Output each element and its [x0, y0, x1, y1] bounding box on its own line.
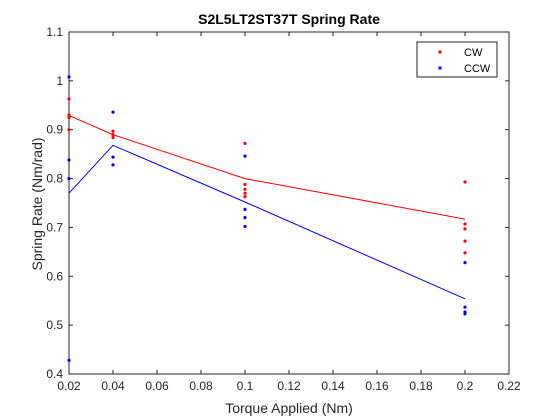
legend-marker-cw [438, 50, 442, 54]
data-point-ccw [67, 176, 71, 181]
y-tick-label: 0.8 [46, 172, 63, 186]
data-point-cw [111, 135, 115, 140]
series-line-ccw [68, 144, 466, 300]
data-point-cw [243, 187, 247, 191]
x-tick-label: 0.12 [277, 379, 301, 393]
legend-box [416, 41, 498, 78]
data-point-ccw [463, 261, 467, 265]
x-tick-label: 0.04 [101, 379, 125, 393]
data-point-ccw [243, 224, 247, 229]
x-tick-label: 0.1 [237, 379, 254, 393]
x-axis-label: Torque Applied (Nm) [225, 400, 353, 416]
y-tick-label: 0.7 [46, 220, 63, 234]
data-point-cw [463, 251, 467, 255]
data-point-cw [243, 195, 247, 199]
data-point-cw [243, 182, 247, 187]
data-point-cw [463, 222, 467, 226]
plot-frame [68, 31, 510, 375]
data-point-ccw [243, 207, 247, 211]
data-point-ccw [67, 158, 71, 162]
data-point-cw [67, 128, 71, 132]
series-layer [67, 75, 467, 362]
data-point-ccw [67, 358, 71, 362]
x-tick-label: 0.08 [189, 379, 213, 393]
data-point-ccw [463, 312, 467, 316]
data-point-cw [463, 227, 467, 231]
data-point-ccw [67, 75, 71, 79]
x-tick-label: 0.2 [457, 379, 474, 393]
legend-label-ccw: CCW [464, 63, 491, 75]
data-point-cw [67, 113, 71, 117]
data-point-ccw [243, 154, 247, 158]
series-line-cw [68, 115, 466, 220]
axis-ticks: 0.02 0.04 0.06 0.08 0.1 0.12 0.14 0.16 0.18 0.2 0.… [46, 25, 521, 393]
data-point-ccw [111, 155, 115, 159]
y-tick-label: 1.1 [46, 25, 63, 39]
legend-marker-ccw [438, 66, 442, 70]
y-tick-label: 1 [56, 74, 63, 88]
x-tick-label: 0.06 [145, 379, 169, 393]
x-tick-label: 0.18 [409, 379, 433, 393]
data-point-cw [67, 115, 71, 120]
data-point-cw [111, 133, 115, 137]
plot-area [68, 31, 510, 375]
x-tick-label: 0.02 [57, 379, 81, 393]
x-tick-label: 0.16 [365, 379, 389, 393]
x-tick-label: 0.14 [321, 379, 345, 393]
data-point-ccw [243, 216, 247, 220]
data-point-cw [243, 191, 247, 195]
y-tick-label: 0.4 [46, 367, 63, 381]
chart-title: S2L5LT2ST37T Spring Rate [198, 11, 380, 27]
data-point-cw [463, 180, 467, 184]
data-point-ccw [111, 163, 115, 167]
legend: CW CCW [416, 41, 498, 78]
data-point-cw [67, 97, 71, 101]
y-axis-label: Spring Rate (Nm/rad) [29, 137, 45, 270]
y-tick-label: 0.5 [46, 318, 63, 332]
data-point-cw [243, 141, 247, 145]
data-point-ccw [111, 110, 115, 114]
y-tick-label: 0.6 [46, 269, 63, 283]
x-tick-label: 0.22 [497, 379, 521, 393]
data-point-cw [463, 239, 467, 243]
legend-label-cw: CW [464, 47, 483, 59]
y-tick-label: 0.9 [46, 123, 63, 137]
data-point-ccw [463, 305, 467, 309]
data-point-cw [111, 129, 115, 133]
